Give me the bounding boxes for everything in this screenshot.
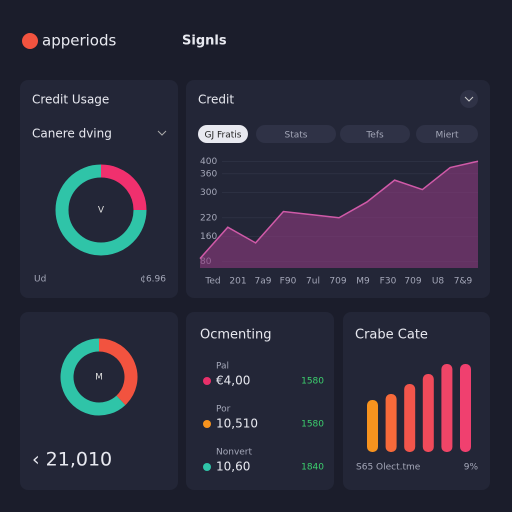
collapse-button[interactable] xyxy=(460,90,478,108)
tab[interactable] xyxy=(416,125,478,143)
dropdown[interactable]: Canere dving xyxy=(32,127,112,141)
x-tick-label: 7&9 xyxy=(454,277,473,287)
y-tick-label: 360 xyxy=(200,169,217,179)
tab-label[interactable]: Stats xyxy=(285,131,308,141)
x-tick-label: F90 xyxy=(280,277,297,287)
area-line xyxy=(199,160,479,260)
donut-center-label: V xyxy=(98,206,105,216)
x-tick-label: 709 xyxy=(404,277,421,287)
card xyxy=(20,80,178,298)
bar xyxy=(367,400,378,452)
collapse-arrow xyxy=(464,96,474,102)
y-tick-label: 220 xyxy=(200,213,217,223)
x-tick-label: 7ul xyxy=(306,277,320,287)
card xyxy=(186,312,334,490)
footer-label: Ud xyxy=(34,275,46,285)
x-tick-label: F30 xyxy=(380,277,397,287)
tab[interactable] xyxy=(256,125,336,143)
x-tick-label: 7a9 xyxy=(255,277,272,287)
row-amount: 10,60 xyxy=(216,460,250,474)
bar xyxy=(404,384,416,452)
row-label: Pal xyxy=(216,362,229,372)
balance-amount: ‹ 21,010 xyxy=(32,449,112,471)
footer-label: S65 Olect.tme xyxy=(356,463,421,473)
row-change: 1580 xyxy=(301,420,324,430)
donut-center-label: M xyxy=(95,373,103,383)
donut-segment xyxy=(55,164,147,256)
tab-label[interactable]: GJ Fratis xyxy=(205,131,242,141)
nav-item[interactable]: Signls xyxy=(182,34,227,49)
x-tick-label: 709 xyxy=(329,277,346,287)
row-change: 1840 xyxy=(301,463,324,473)
bar xyxy=(460,364,471,452)
logo[interactable]: apperiods xyxy=(42,32,116,50)
card-title: Crabe Cate xyxy=(355,328,428,343)
dropdown-arrow xyxy=(157,130,167,136)
card-title: Ocmenting xyxy=(200,328,271,343)
card-title: Credit Usage xyxy=(32,93,109,107)
row-dot xyxy=(203,420,211,428)
x-tick-label: Ted xyxy=(204,277,220,287)
row-amount: 10,510 xyxy=(216,417,258,431)
row-dot xyxy=(203,463,211,471)
y-tick-label: 400 xyxy=(200,157,217,167)
x-tick-label: M9 xyxy=(356,277,370,287)
bar xyxy=(441,364,453,452)
x-tick-label: 201 xyxy=(229,277,246,287)
tab-label[interactable]: Miert xyxy=(435,131,459,141)
area xyxy=(200,161,478,268)
footer-value: 9% xyxy=(464,463,479,473)
y-tick-label: 300 xyxy=(200,188,217,198)
row-change: 1580 xyxy=(301,377,324,387)
row-label: Por xyxy=(216,405,231,415)
x-tick-label: U8 xyxy=(432,277,445,287)
row-label: Nonvert xyxy=(216,448,253,458)
logo-icon xyxy=(22,33,38,49)
row-amount: €4,00 xyxy=(216,374,250,388)
tab-label[interactable]: Tefs xyxy=(365,131,384,141)
bar xyxy=(422,374,434,452)
tab[interactable] xyxy=(198,125,248,143)
donut-segment xyxy=(100,164,147,211)
footer-value: ¢6.96 xyxy=(140,275,166,285)
donut-segment xyxy=(98,338,138,406)
bar xyxy=(385,394,397,452)
donut-segment xyxy=(60,338,126,416)
row-dot xyxy=(203,377,211,385)
card xyxy=(343,312,490,490)
y-tick-label: 160 xyxy=(200,232,217,242)
tab[interactable] xyxy=(340,125,410,143)
card-title: Credit xyxy=(198,93,234,107)
card xyxy=(20,312,178,490)
